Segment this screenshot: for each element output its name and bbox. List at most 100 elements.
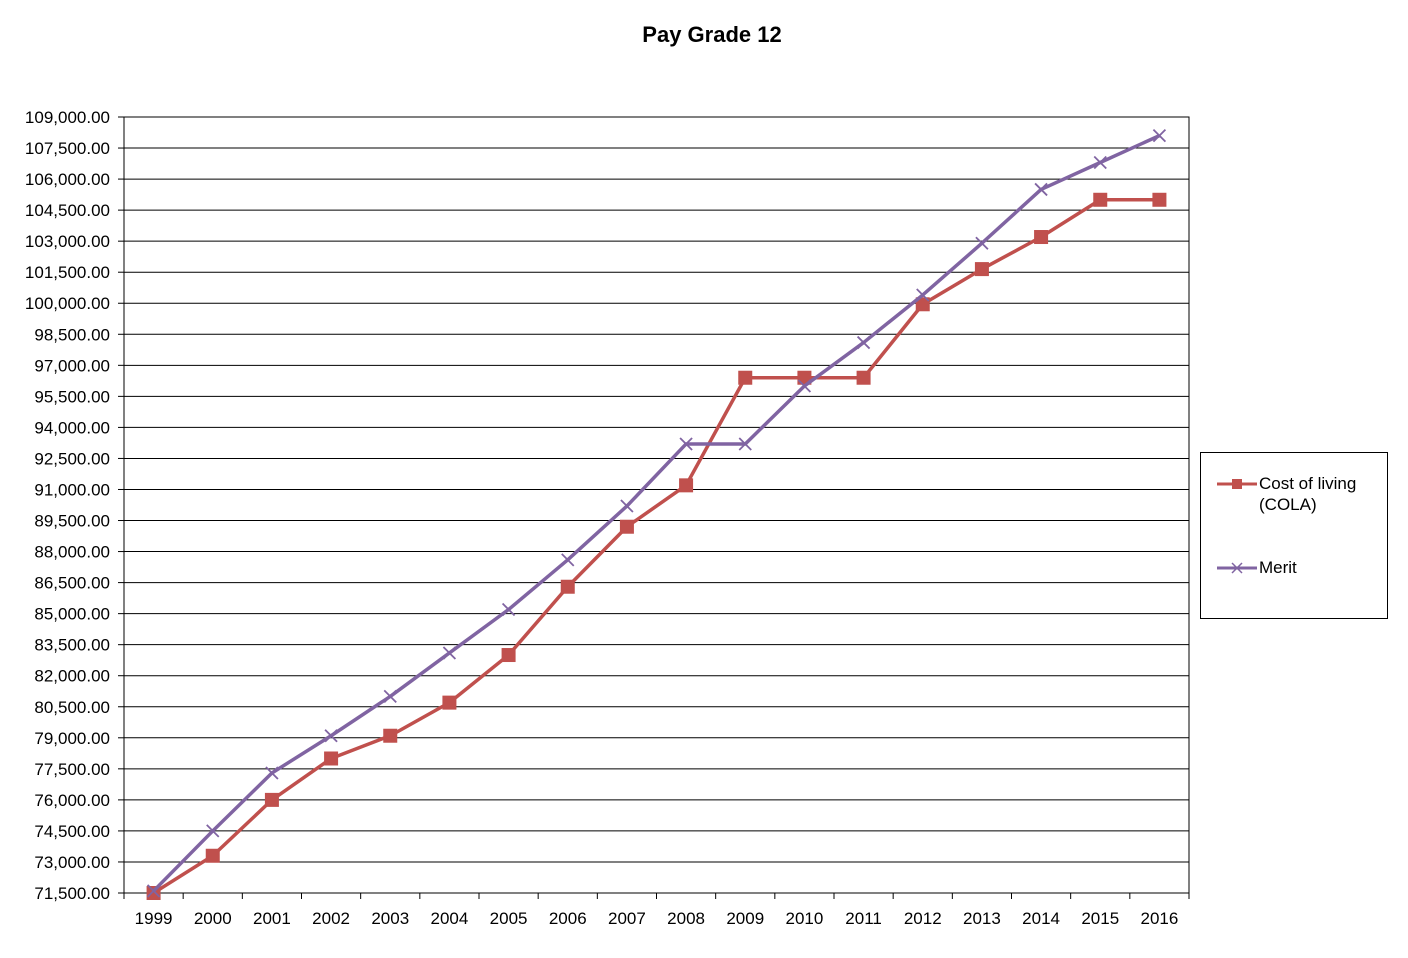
series-line bbox=[152, 198, 1160, 895]
chart-title: Pay Grade 12 bbox=[642, 22, 782, 47]
data-point bbox=[324, 751, 339, 766]
data-point bbox=[442, 695, 457, 710]
data-point bbox=[1093, 155, 1107, 170]
y-tick-label: 97,000.00 bbox=[34, 356, 110, 375]
data-point-stroke bbox=[975, 236, 989, 250]
axes bbox=[118, 116, 1190, 899]
y-tick-label: 79,000.00 bbox=[34, 729, 110, 748]
y-tick-label: 74,500.00 bbox=[34, 822, 110, 841]
legend: Cost of living (COLA) Merit bbox=[1200, 452, 1388, 619]
legend-swatch-cola bbox=[1217, 479, 1257, 489]
data-point-stroke bbox=[324, 729, 338, 743]
y-tick-label: 94,000.00 bbox=[34, 418, 110, 437]
data-point bbox=[264, 792, 279, 807]
data-point-stroke bbox=[383, 689, 397, 704]
y-tick-label: 85,000.00 bbox=[34, 605, 110, 624]
x-tick-label: 2016 bbox=[1141, 909, 1179, 928]
data-point bbox=[856, 335, 871, 350]
y-tick-label: 76,000.00 bbox=[34, 791, 110, 810]
data-point-stroke bbox=[1093, 155, 1107, 170]
y-tick-label: 77,500.00 bbox=[34, 760, 110, 779]
series-line bbox=[152, 134, 1161, 893]
x-tick-label: 2004 bbox=[431, 909, 469, 928]
data-point bbox=[205, 848, 220, 863]
legend-label-cola: Cost of living (COLA) bbox=[1259, 474, 1357, 514]
data-point bbox=[383, 728, 398, 743]
data-point-stroke bbox=[1034, 182, 1048, 197]
data-point bbox=[975, 236, 989, 250]
data-point bbox=[679, 478, 694, 493]
x-tick-label: 2015 bbox=[1081, 909, 1119, 928]
y-tick-label: 107,500.00 bbox=[25, 139, 110, 158]
data-point bbox=[1152, 192, 1167, 207]
y-tick-label: 73,000.00 bbox=[34, 853, 110, 872]
y-tick-label: 103,000.00 bbox=[25, 232, 110, 251]
x-tick-label: 2002 bbox=[312, 909, 350, 928]
data-point bbox=[560, 579, 575, 594]
data-point bbox=[856, 370, 871, 385]
series-merit bbox=[146, 128, 1167, 898]
y-tick-label: 89,500.00 bbox=[34, 512, 110, 531]
data-point bbox=[1034, 230, 1049, 245]
y-tick-label: 98,500.00 bbox=[34, 325, 110, 344]
y-tick-label: 91,000.00 bbox=[34, 480, 110, 499]
x-tick-label: 2007 bbox=[608, 909, 646, 928]
x-tick-label: 2012 bbox=[904, 909, 942, 928]
y-tick-label: 82,000.00 bbox=[34, 667, 110, 686]
x-tick-label: 2011 bbox=[845, 909, 882, 928]
y-tick-label: 101,500.00 bbox=[25, 263, 110, 282]
data-point bbox=[1093, 192, 1108, 207]
data-point bbox=[619, 519, 634, 534]
x-tick-label: 2000 bbox=[194, 909, 232, 928]
data-point bbox=[206, 824, 220, 838]
data-point-stroke bbox=[501, 602, 516, 617]
data-point bbox=[501, 602, 516, 617]
series-lines bbox=[146, 128, 1167, 900]
data-point-stroke bbox=[679, 437, 693, 451]
data-point bbox=[1152, 128, 1167, 143]
data-point-stroke bbox=[916, 288, 930, 302]
data-point-stroke bbox=[561, 553, 575, 567]
legend-item-cola: Cost of living (COLA) bbox=[1215, 473, 1377, 515]
data-point bbox=[1034, 182, 1048, 197]
data-point bbox=[620, 499, 634, 513]
data-point-stroke bbox=[442, 646, 457, 660]
x-tick-label: 2010 bbox=[786, 909, 824, 928]
y-tick-label: 71,500.00 bbox=[34, 884, 110, 903]
legend-swatch-merit bbox=[1217, 562, 1257, 574]
legend-item-merit: Merit bbox=[1215, 557, 1377, 578]
data-point bbox=[442, 646, 457, 660]
data-point-stroke bbox=[620, 499, 634, 513]
data-point bbox=[738, 370, 753, 385]
data-point-stroke bbox=[265, 766, 279, 780]
series-cola bbox=[146, 192, 1167, 900]
y-tick-label: 109,000.00 bbox=[25, 108, 110, 127]
x-tick-label: 2001 bbox=[253, 909, 291, 928]
data-point bbox=[561, 553, 575, 567]
data-point bbox=[915, 297, 930, 312]
x-tick-label: 2014 bbox=[1022, 909, 1060, 928]
data-point bbox=[916, 288, 930, 302]
data-point bbox=[974, 262, 989, 277]
x-tick-label: 2008 bbox=[667, 909, 705, 928]
y-tick-label: 88,000.00 bbox=[34, 543, 110, 562]
y-tick-label: 100,000.00 bbox=[25, 294, 110, 313]
y-tick-label: 86,500.00 bbox=[34, 574, 110, 593]
data-point bbox=[797, 370, 812, 385]
data-point-stroke bbox=[797, 379, 812, 393]
y-tick-label: 80,500.00 bbox=[34, 698, 110, 717]
y-tick-label: 104,500.00 bbox=[25, 201, 110, 220]
data-point-stroke bbox=[146, 884, 161, 898]
data-point bbox=[265, 766, 279, 780]
data-point bbox=[146, 884, 161, 898]
data-point-stroke bbox=[738, 437, 752, 451]
data-point bbox=[797, 379, 812, 393]
data-point bbox=[383, 689, 397, 704]
x-tick-labels: 1999 2000 2001 2002 2003 2004 2005 2006 2007 2008… bbox=[135, 909, 1179, 928]
data-point-stroke bbox=[206, 824, 220, 838]
data-point bbox=[324, 729, 338, 743]
x-tick-label: 2003 bbox=[371, 909, 409, 928]
x-tick-label: 1999 bbox=[135, 909, 173, 928]
data-point bbox=[738, 437, 752, 451]
